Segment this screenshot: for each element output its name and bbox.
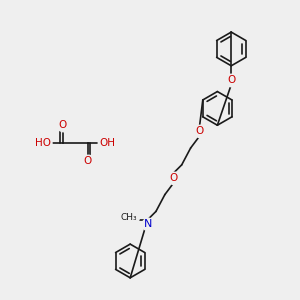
Text: O: O	[83, 156, 92, 166]
Text: OH: OH	[99, 138, 116, 148]
Text: CH₃: CH₃	[121, 213, 137, 222]
Text: N: N	[144, 219, 152, 229]
Text: O: O	[170, 173, 178, 183]
Text: O: O	[59, 120, 67, 130]
Text: O: O	[227, 75, 236, 85]
Text: HO: HO	[35, 138, 51, 148]
Text: O: O	[195, 126, 204, 136]
